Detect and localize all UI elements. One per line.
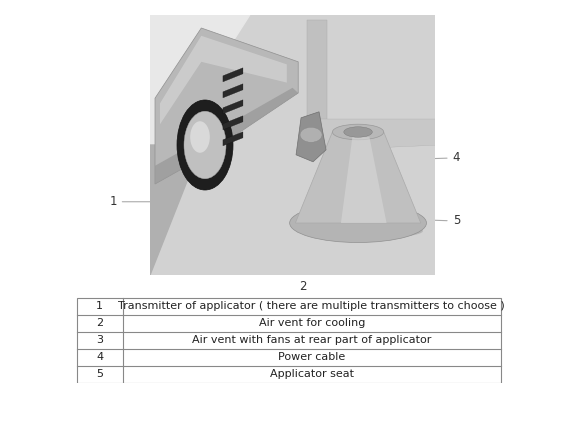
Polygon shape (296, 132, 421, 223)
Ellipse shape (344, 127, 372, 137)
Ellipse shape (332, 124, 384, 140)
Text: 1: 1 (109, 195, 211, 208)
Text: 4: 4 (410, 151, 460, 164)
Text: 2: 2 (96, 318, 104, 329)
Bar (77, 298, 501, 383)
Ellipse shape (303, 223, 423, 239)
Text: Air vent for cooling: Air vent for cooling (258, 318, 365, 329)
Text: 2: 2 (299, 268, 307, 293)
Text: 3: 3 (96, 335, 104, 345)
Polygon shape (223, 68, 243, 82)
Polygon shape (223, 84, 243, 98)
Polygon shape (223, 100, 243, 114)
Text: Air vent with fans at rear part of applicator: Air vent with fans at rear part of appli… (192, 335, 431, 345)
Text: 3: 3 (299, 54, 307, 99)
Polygon shape (296, 112, 326, 162)
Polygon shape (155, 28, 298, 184)
Polygon shape (150, 15, 250, 171)
Polygon shape (155, 88, 298, 184)
Ellipse shape (190, 121, 210, 153)
Polygon shape (307, 20, 327, 132)
Ellipse shape (289, 203, 426, 243)
Text: 1: 1 (96, 301, 104, 311)
Text: Transmitter of applicator ( there are multiple transmitters to choose ): Transmitter of applicator ( there are mu… (118, 301, 505, 311)
Polygon shape (223, 132, 243, 146)
Text: Power cable: Power cable (278, 352, 346, 362)
Ellipse shape (177, 100, 233, 190)
Text: 4: 4 (96, 352, 104, 362)
Ellipse shape (300, 127, 322, 142)
Ellipse shape (184, 111, 226, 179)
Polygon shape (150, 145, 202, 275)
Text: Applicator seat: Applicator seat (270, 369, 354, 379)
Text: 5: 5 (96, 369, 104, 379)
Polygon shape (160, 36, 287, 124)
Polygon shape (223, 116, 243, 130)
Text: 5: 5 (414, 215, 460, 227)
Polygon shape (321, 119, 440, 150)
Polygon shape (341, 137, 387, 223)
